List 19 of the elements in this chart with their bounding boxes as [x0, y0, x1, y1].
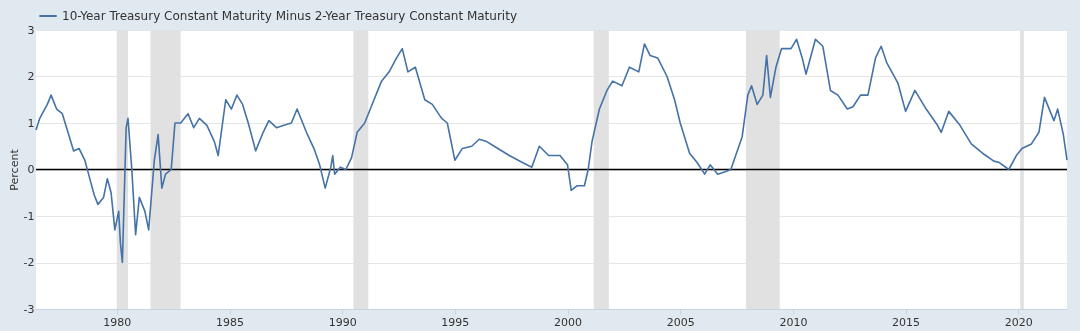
x-tick-label: 1990 [328, 315, 357, 329]
x-tick-label: 1985 [216, 315, 244, 329]
y-axis-title: Percent [7, 148, 21, 191]
y-tick-label: -3 [23, 302, 35, 316]
y-tick-label: 3 [27, 23, 35, 37]
y-tick-label: -1 [23, 209, 35, 223]
x-tick-label: 1995 [441, 315, 470, 329]
y-tick-label: -2 [23, 256, 35, 269]
y-tick-label: 0 [27, 163, 35, 176]
x-tick-label: 2020 [1004, 315, 1033, 329]
x-tick-label: 2005 [666, 315, 695, 329]
x-tick-label: 1980 [103, 315, 132, 329]
y-tick-label: 1 [27, 116, 35, 130]
legend-label: 10-Year Treasury Constant Maturity Minus 2-Year Treasury Constant Maturity [62, 9, 518, 23]
x-tick-label: 2015 [892, 315, 921, 329]
x-tick-label: 2000 [554, 315, 583, 329]
x-tick-label: 2010 [779, 315, 808, 329]
y-tick-label: 2 [27, 70, 35, 83]
line-series [35, 38, 1068, 264]
